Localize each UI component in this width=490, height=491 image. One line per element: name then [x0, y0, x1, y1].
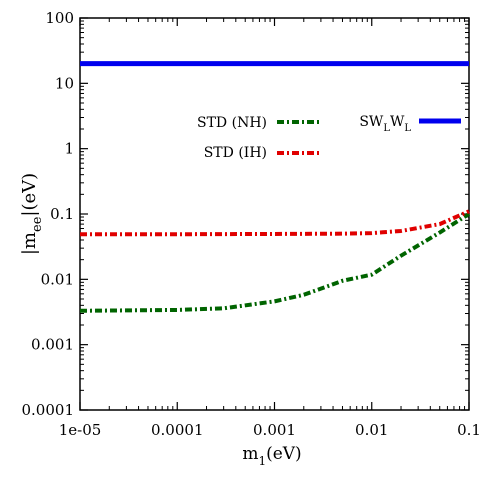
series-std-ih-line: [80, 209, 470, 237]
x-tick-label: 1e-05: [59, 421, 102, 439]
series-layer: [79, 61, 471, 313]
x-tick-label: 0.1: [457, 421, 481, 439]
x-tick-label: 0.01: [355, 421, 388, 439]
axis-ticks: 1e-05 0.0001 0.001 0.01 0.1 0.0001 0.001 0.01 0.…: [22, 9, 481, 439]
y-tick-label: 0.0001: [22, 401, 75, 419]
x-axis-title-tail: (eV): [266, 444, 302, 464]
y-axis-title-main: |m: [19, 232, 40, 255]
y-tick-label: 0.001: [31, 336, 74, 354]
legend-label-swlwl-l1: L: [383, 123, 390, 134]
legend-label-std-nh: STD (NH): [197, 115, 267, 131]
y-tick-label: 1: [64, 140, 74, 158]
x-tick-label: 0.0001: [151, 421, 204, 439]
legend: STD (NH) STD (IH) SWLWL: [197, 114, 461, 161]
y-tick-label: 100: [45, 9, 74, 27]
x-tick-label: 0.001: [253, 421, 296, 439]
y-axis-title: |mee|(eV): [19, 173, 45, 255]
y-tick-label: 0.01: [41, 270, 74, 288]
series-std-nh-line: [79, 212, 471, 313]
legend-label-swlwl-l2: L: [404, 123, 411, 134]
y-tick-label: 10: [55, 74, 74, 92]
x-axis-title-main: m: [242, 444, 258, 464]
legend-label-swlwl-w: W: [390, 114, 405, 130]
x-axis-title-sub: 1: [258, 454, 266, 468]
legend-label-swlwl: SWLWL: [359, 114, 411, 134]
y-tick-label: 0.1: [50, 205, 74, 223]
legend-label-swlwl-sw: SW: [359, 114, 384, 130]
y-axis-title-tail: |(eV): [19, 173, 40, 217]
plot-frame: [79, 17, 470, 411]
y-axis-title-sub: ee: [30, 216, 45, 232]
legend-label-std-ih: STD (IH): [204, 145, 267, 161]
x-axis-title: m1(eV): [242, 444, 301, 468]
